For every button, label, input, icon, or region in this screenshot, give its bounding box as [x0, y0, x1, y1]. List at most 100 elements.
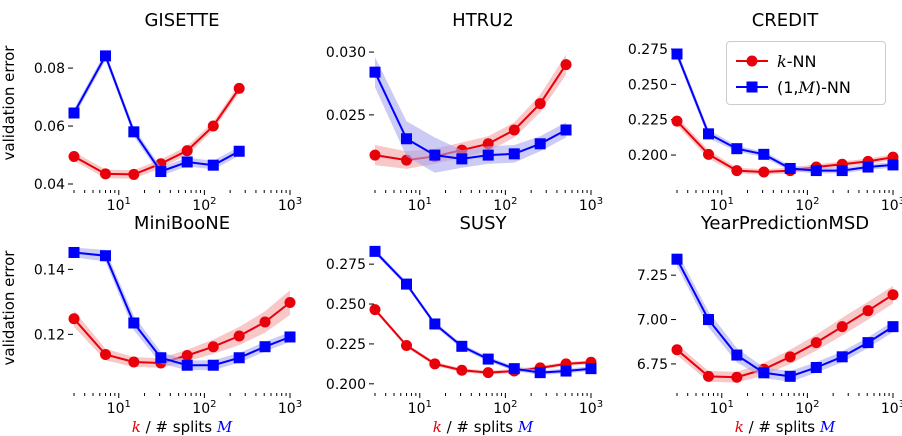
legend-label-knn-suffix: -NN: [787, 52, 817, 71]
data-point-onenn: [483, 354, 494, 365]
data-point-knn: [535, 98, 546, 109]
data-point-onenn: [731, 350, 742, 361]
data-point-onenn: [456, 341, 467, 352]
data-point-knn: [888, 289, 899, 300]
data-point-onenn: [483, 150, 494, 161]
y-tick-label: 7.00: [637, 313, 668, 329]
data-point-onenn: [69, 247, 80, 258]
panel-0: GISETTE 0.04 0.06 0.08 101 102 103: [34, 10, 302, 214]
data-point-onenn: [586, 363, 597, 374]
x-tick-label: 103: [278, 196, 302, 214]
x-axis-label-k: k: [735, 418, 744, 436]
data-point-knn: [863, 305, 874, 316]
data-point-onenn: [285, 331, 296, 342]
data-point-knn: [285, 297, 296, 308]
x-axis-label: k / # splits M: [433, 418, 534, 436]
panel-title: GISETTE: [144, 10, 219, 31]
data-point-onenn: [785, 371, 796, 382]
data-point-knn: [128, 356, 139, 367]
data-point-knn: [672, 116, 683, 127]
panel-title: HTRU2: [452, 10, 514, 31]
data-point-onenn: [208, 360, 219, 371]
y-axis-label-bottom: validation error: [0, 250, 18, 366]
x-tick-label: 102: [795, 399, 819, 417]
panel-1: HTRU2 0.025 0.030 101 102 103: [326, 10, 603, 214]
x-tick-label-exponent: 2: [813, 196, 819, 207]
x-tick-label: 102: [192, 196, 216, 214]
legend-label-knn-k: k: [777, 52, 787, 71]
x-tick-label: 101: [710, 399, 734, 417]
data-point-onenn: [456, 153, 467, 164]
x-tick-label: 103: [881, 399, 902, 417]
x-axis-label-k: k: [433, 418, 442, 436]
x-axis-label-mid: / # splits: [141, 418, 217, 436]
y-tick-label: 0.08: [34, 61, 65, 77]
y-tick-label: 6.75: [637, 357, 668, 373]
y-tick-label: 0.025: [326, 108, 366, 124]
data-point-onenn: [837, 165, 848, 176]
x-axis-label-mid: / # splits: [744, 418, 820, 436]
panel-title: SUSY: [459, 213, 507, 234]
x-tick-label-exponent: 3: [597, 196, 603, 207]
data-point-onenn: [703, 314, 714, 325]
data-point-knn: [69, 151, 80, 162]
x-tick-label-exponent: 1: [124, 399, 130, 410]
legend-label-onenn-m: M: [799, 78, 815, 97]
y-tick-label: 0.030: [326, 45, 366, 61]
data-point-knn: [100, 168, 111, 179]
data-point-knn: [429, 358, 440, 369]
data-point-onenn: [429, 318, 440, 329]
series-band-onenn: [74, 52, 239, 176]
panel-3: MiniBooNE 0.12 0.14 101 102 103 k / # splits M: [34, 213, 302, 436]
data-point-onenn: [370, 246, 381, 257]
data-point-onenn: [429, 150, 440, 161]
legend-item-onenn: (1, M)-NN: [735, 77, 851, 97]
panel-5: YearPredictionMSD 6.75 7.00 7.25 101 102 103 k …: [637, 213, 902, 436]
data-point-knn: [731, 165, 742, 176]
data-point-knn: [100, 349, 111, 360]
data-point-knn: [731, 372, 742, 383]
data-point-onenn: [672, 254, 683, 265]
x-tick-label: 103: [278, 399, 302, 417]
y-tick-label: 0.250: [326, 297, 366, 313]
x-tick-label: 102: [192, 399, 216, 417]
legend-label-onenn-prefix: (1,: [777, 78, 799, 97]
x-tick-label: 101: [107, 196, 131, 214]
y-tick-label: 0.04: [34, 177, 65, 193]
data-point-onenn: [208, 160, 219, 171]
data-point-onenn: [509, 363, 520, 374]
x-tick-label-exponent: 2: [813, 399, 819, 410]
legend-label-onenn-suffix: )-NN: [815, 78, 851, 97]
data-point-onenn: [535, 367, 546, 378]
y-tick-label: 0.12: [34, 327, 65, 343]
data-point-knn: [561, 59, 572, 70]
data-point-knn: [401, 340, 412, 351]
x-tick-label: 103: [881, 196, 902, 214]
y-tick-label: 0.14: [34, 262, 65, 278]
x-tick-label: 101: [710, 196, 734, 214]
data-point-knn: [703, 371, 714, 382]
data-point-onenn: [234, 146, 245, 157]
data-point-onenn: [234, 352, 245, 363]
panel-title: MiniBooNE: [134, 213, 230, 234]
x-tick-label: 103: [579, 399, 603, 417]
x-tick-label-exponent: 3: [296, 196, 302, 207]
x-tick-label: 101: [107, 399, 131, 417]
data-point-knn: [260, 317, 271, 328]
data-point-knn: [758, 166, 769, 177]
x-tick-label-exponent: 1: [425, 196, 431, 207]
data-point-onenn: [758, 149, 769, 160]
data-point-onenn: [260, 341, 271, 352]
legend-marker-onenn: [735, 80, 769, 94]
x-tick-label: 102: [493, 196, 517, 214]
x-tick-label-exponent: 2: [511, 399, 517, 410]
data-point-knn: [483, 367, 494, 378]
data-point-onenn: [182, 360, 193, 371]
data-point-onenn: [100, 250, 111, 261]
data-point-onenn: [401, 133, 412, 144]
y-tick-label: 0.200: [628, 148, 668, 164]
data-point-knn: [703, 149, 714, 160]
data-point-onenn: [69, 108, 80, 119]
series-band-knn: [677, 286, 893, 383]
data-point-onenn: [731, 143, 742, 154]
